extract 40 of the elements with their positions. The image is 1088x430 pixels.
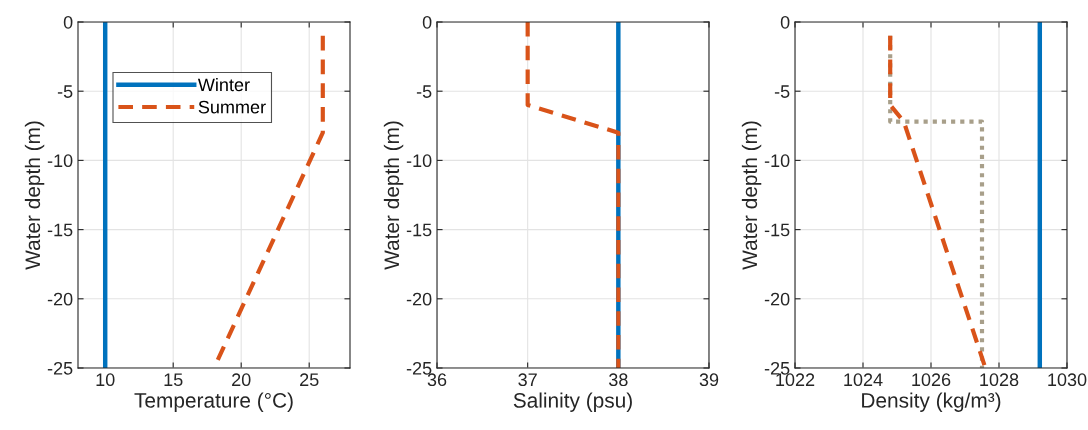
y-tick-label: -25 [47, 361, 73, 375]
y-tick-label: 0 [780, 15, 790, 29]
y-tick-label: -25 [764, 361, 790, 375]
x-axis-title: Salinity (psu) [513, 392, 632, 412]
y-tick-label: -10 [764, 154, 790, 168]
x-tick-label: 20 [232, 373, 251, 387]
y-tick-label: -15 [764, 223, 790, 237]
x-tick-label: 1028 [980, 373, 1019, 387]
y-axis-title: Water depth (m) [741, 121, 762, 270]
y-tick-label: -20 [47, 292, 73, 306]
y-tick-label: 0 [63, 15, 73, 29]
x-tick-label: 1026 [912, 373, 951, 387]
x-tick-label: 1030 [1048, 373, 1087, 387]
x-tick-label: 1022 [776, 373, 815, 387]
x-tick-label: 36 [427, 373, 447, 387]
y-tick-label: -20 [764, 292, 790, 306]
x-tick-label: 15 [164, 373, 183, 387]
y-tick-label: -5 [416, 85, 432, 98]
x-tick-label: 25 [300, 373, 319, 387]
x-tick-label: 39 [699, 373, 719, 387]
y-tick-label: -10 [406, 154, 432, 168]
x-axis-title: Temperature (°C) [134, 392, 293, 412]
y-tick-label: -25 [406, 361, 432, 375]
y-tick-label: -10 [47, 154, 73, 168]
x-tick-label: 38 [608, 373, 628, 387]
y-axis-title: Water depth (m) [383, 121, 404, 270]
y-tick-label: -5 [774, 85, 790, 98]
y-tick-label: -5 [57, 85, 73, 98]
y-tick-label: 0 [422, 15, 432, 29]
legend-label: Winter [197, 77, 250, 92]
x-tick-label: 10 [96, 373, 115, 387]
x-axis-title: Density (kg/m³) [862, 392, 1001, 412]
x-tick-label: 37 [518, 373, 537, 387]
y-axis-title: Water depth (m) [24, 121, 45, 270]
y-tick-label: -20 [406, 292, 432, 306]
line-series [525, 22, 621, 368]
x-tick-label: 1024 [844, 373, 883, 387]
legend-label: Summer [198, 100, 266, 114]
y-tick-label: -15 [406, 223, 432, 237]
y-tick-label: -15 [47, 223, 73, 237]
